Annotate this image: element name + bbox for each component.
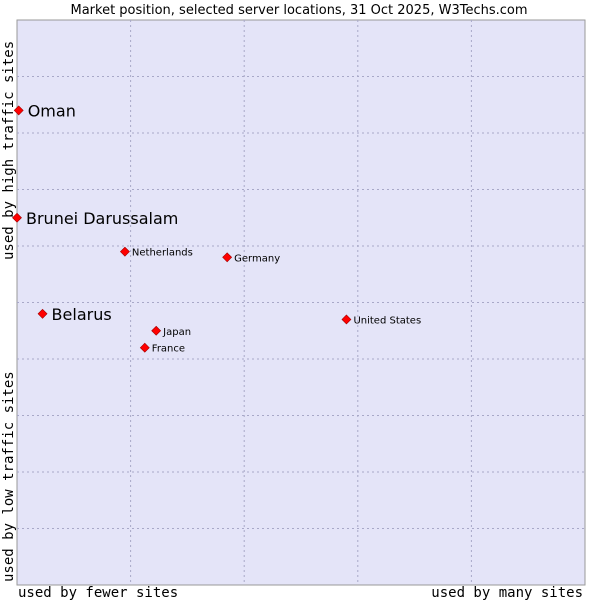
point-marker-japan [151,325,162,336]
point-marker-brunei-darussalam [12,212,22,223]
chart-title: Market position, selected server locatio… [70,3,527,18]
point-marker-netherlands [119,246,130,257]
point-label-netherlands: Netherlands [132,248,193,259]
point-marker-germany [222,252,233,263]
x-axis-label-right: used by many sites [431,585,583,600]
point-label-germany: Germany [234,253,280,264]
plot-area [16,19,586,586]
point-label-belarus: Belarus [52,305,112,324]
point-label-japan: Japan [162,327,191,338]
point-label-oman: Oman [28,101,76,120]
point-marker-belarus [37,308,48,319]
grid-lines [17,20,585,585]
point-label-france: France [152,344,185,355]
data-points: Oman Brunei Darussalam Belarus Netherlands G… [12,101,421,355]
x-axis-label-left: used by fewer sites [18,585,178,600]
point-label-brunei-darussalam: Brunei Darussalam [26,209,178,228]
y-axis-label-bottom: used by low traffic sites [1,371,17,582]
point-marker-france [139,342,150,353]
y-axis-label-top: used by high traffic sites [1,41,17,260]
point-marker-united-states [341,314,352,325]
point-marker-oman [13,105,24,116]
point-label-united-states: United States [353,315,421,326]
